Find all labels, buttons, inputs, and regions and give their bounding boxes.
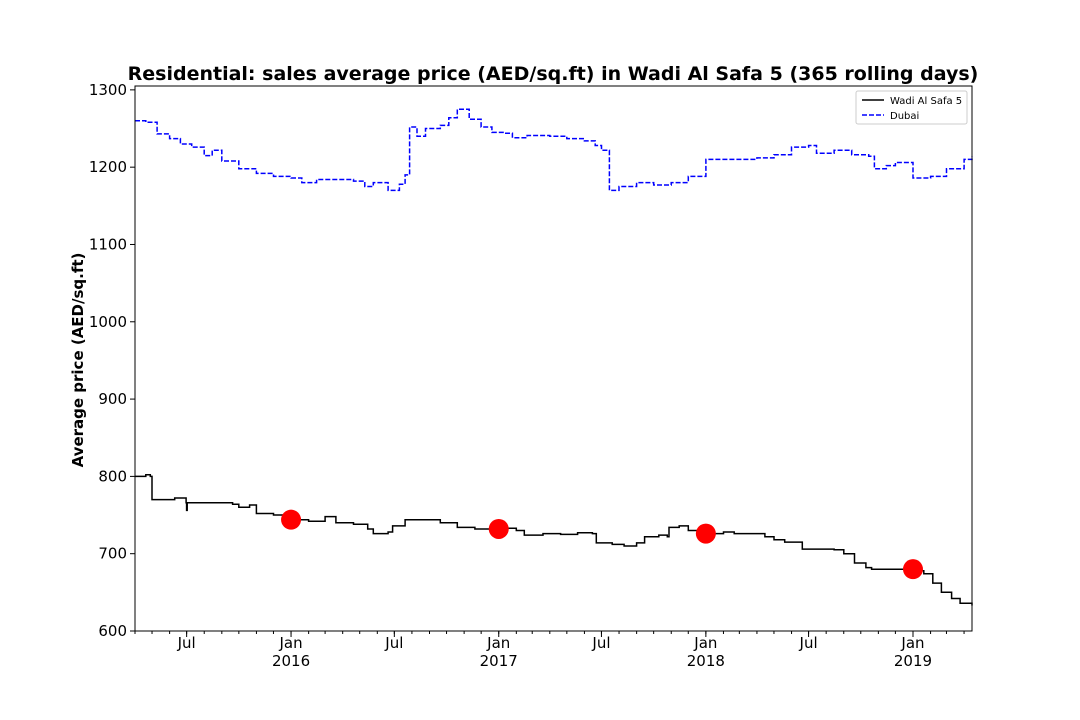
y-tick-label: 1000: [89, 313, 127, 331]
x-tick-label: Jan: [900, 634, 924, 652]
y-tick-label: 1300: [89, 81, 127, 99]
plot-frame: [134, 85, 973, 632]
series-layer: [135, 108, 973, 606]
x-tick-label: Jan: [278, 634, 302, 652]
y-tick-label: 1100: [89, 235, 127, 253]
marker-point-3: [902, 559, 923, 580]
x-tick-year: 2018: [687, 652, 725, 670]
y-tick-label: 800: [98, 467, 127, 485]
x-tick-label: Jul: [799, 634, 818, 652]
marker-point-1: [488, 518, 509, 539]
chart-title: Residential: sales average price (AED/sq…: [128, 63, 979, 85]
legend: Wadi Al Safa 5 Dubai: [855, 90, 968, 125]
x-tick-label: Jan: [693, 634, 717, 652]
x-tick-year: 2016: [272, 652, 310, 670]
x-tick-label: Jul: [591, 634, 610, 652]
y-tick-label: 1200: [89, 158, 127, 176]
marker-point-2: [695, 523, 716, 544]
series-line-dubai: [135, 108, 973, 192]
x-tick-label: Jul: [384, 634, 403, 652]
x-tick-year: 2017: [480, 652, 518, 670]
x-tick-year: 2019: [894, 652, 932, 670]
series-line-wadi-al-safa-5: [135, 474, 973, 606]
y-axis-label: Average price (AED/sq.ft): [69, 253, 87, 468]
marker-layer: [281, 509, 923, 580]
x-tick-label: Jul: [177, 634, 196, 652]
y-tick-label: 700: [98, 545, 127, 563]
marker-point-0: [281, 509, 302, 530]
legend-label: Dubai: [890, 111, 919, 122]
y-tick-label: 600: [98, 622, 127, 640]
y-tick-label: 900: [98, 390, 127, 408]
x-tick-label: Jan: [486, 634, 510, 652]
legend-label: Wadi Al Safa 5: [890, 96, 962, 107]
